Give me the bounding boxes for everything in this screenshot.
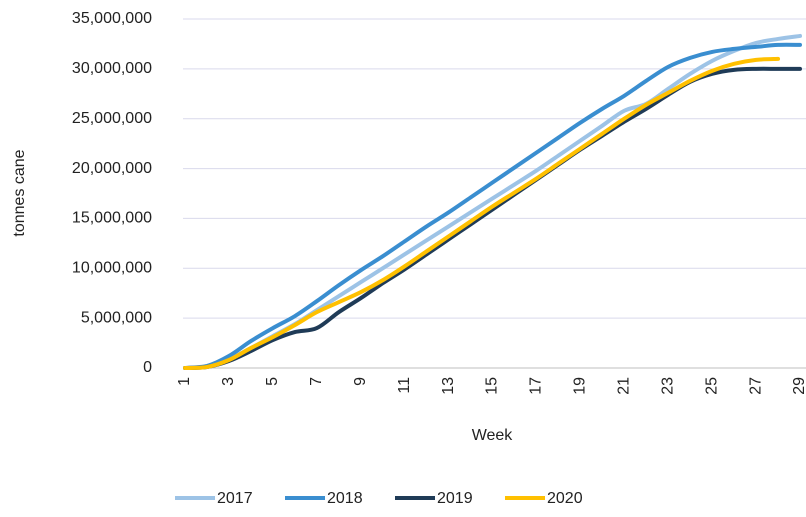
x-tick-label: 27 xyxy=(747,377,764,395)
y-tick-label: 0 xyxy=(143,359,152,376)
x-tick-label: 23 xyxy=(659,377,676,395)
x-tick-label: 3 xyxy=(220,377,237,386)
x-tick-label: 17 xyxy=(528,377,545,395)
x-tick-label: 19 xyxy=(572,377,589,395)
y-tick-label: 35,000,000 xyxy=(72,10,152,27)
y-tick-label: 15,000,000 xyxy=(72,210,152,227)
x-tick-label: 15 xyxy=(484,377,501,395)
x-tick-label: 7 xyxy=(308,377,325,386)
series-line xyxy=(183,42,802,370)
series-line xyxy=(183,56,781,370)
y-tick-label: 30,000,000 xyxy=(72,60,152,77)
legend-label: 2018 xyxy=(327,490,363,507)
y-tick-label: 20,000,000 xyxy=(72,160,152,177)
x-tick-label: 11 xyxy=(396,377,413,394)
x-tick-label: 25 xyxy=(703,377,720,395)
x-axis-label: Week xyxy=(472,427,514,444)
x-tick-label: 21 xyxy=(616,377,633,395)
legend-label: 2020 xyxy=(547,490,583,507)
legend-label: 2017 xyxy=(217,490,253,507)
x-tick-label: 5 xyxy=(264,377,281,386)
y-tick-label: 10,000,000 xyxy=(72,260,152,277)
legend-label: 2019 xyxy=(437,490,473,507)
x-tick-label: 13 xyxy=(440,377,457,395)
x-tick-label: 1 xyxy=(176,377,193,386)
x-tick-label: 9 xyxy=(352,377,369,386)
y-tick-label: 5,000,000 xyxy=(81,309,152,326)
x-tick-label: 29 xyxy=(791,377,806,395)
y-tick-label: 25,000,000 xyxy=(72,110,152,127)
y-axis-label: tonnes cane xyxy=(11,149,28,236)
